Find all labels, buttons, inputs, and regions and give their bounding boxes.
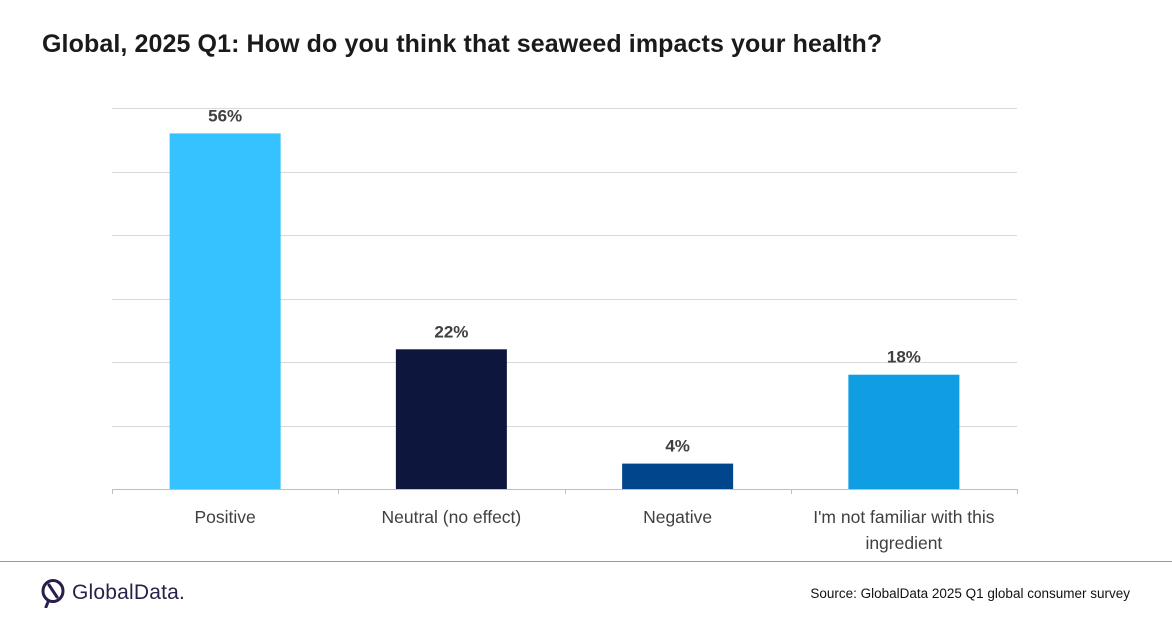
data-label: 22% [434,322,468,341]
chart-title: Global, 2025 Q1: How do you think that s… [42,30,883,58]
logo-wordmark: GlobalData. [72,581,186,604]
footer-divider [0,561,1172,562]
bars [169,133,960,489]
data-label: 56% [208,106,242,125]
x-tick-labels: Positive Neutral (no effect) Negative I'm n… [194,507,994,553]
bar [622,463,734,489]
bar [169,133,281,489]
globaldata-logo: GlobalData. [40,578,185,608]
x-tick-label: Negative [643,507,712,527]
data-label: 18% [887,348,921,367]
x-axis [112,489,1018,494]
source-note: Source: GlobalData 2025 Q1 global consum… [810,586,1130,601]
x-tick-label: Neutral (no effect) [382,507,522,527]
globaldata-logo-icon [41,579,65,608]
x-tick-label: I'm not familiar with this ingredient [813,507,995,553]
x-tick-label: Positive [194,507,255,527]
data-label: 4% [665,437,690,456]
bar [848,374,960,489]
data-labels: 56% 22% 4% 18% [208,106,921,455]
bar [395,349,507,489]
bar-chart: 56% 22% 4% 18% Positive Neutral (no effect) N… [112,106,1018,553]
